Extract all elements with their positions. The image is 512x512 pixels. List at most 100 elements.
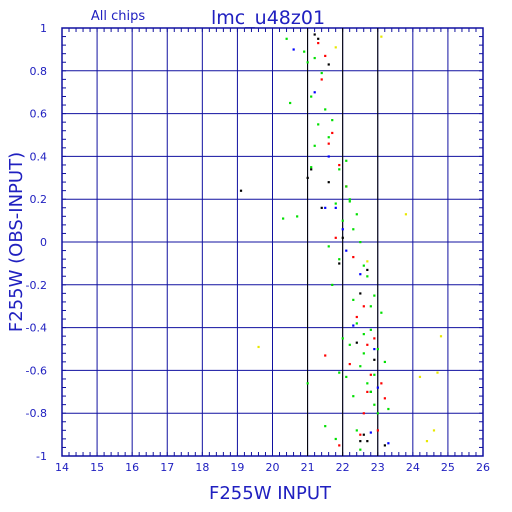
chart-subtitle: All chips xyxy=(91,9,145,24)
data-point-green xyxy=(369,390,372,393)
plot-frame xyxy=(61,27,484,457)
data-point-black xyxy=(306,176,309,179)
x-tick-label: 19 xyxy=(230,461,244,474)
data-point-green xyxy=(387,407,390,411)
data-point-blue xyxy=(334,206,337,209)
data-point-red xyxy=(338,163,341,167)
data-point-green xyxy=(383,360,386,364)
data-point-black xyxy=(366,440,369,443)
x-tick-label: 20 xyxy=(266,461,280,474)
data-point-red xyxy=(369,373,372,376)
data-point-green xyxy=(366,382,369,385)
data-point-green xyxy=(282,217,285,220)
data-point-green xyxy=(320,71,323,75)
x-tick-label: 14 xyxy=(55,461,69,474)
data-point-green xyxy=(355,213,358,216)
data-point-black xyxy=(373,358,376,361)
data-point-green xyxy=(327,245,330,248)
data-point-blue xyxy=(341,228,344,231)
data-point-black xyxy=(310,168,313,171)
data-point-green xyxy=(355,322,358,325)
data-point-red xyxy=(362,305,365,308)
y-tick-label: -0.4 xyxy=(26,322,47,335)
data-point-red xyxy=(359,433,362,436)
data-point-green xyxy=(348,200,351,203)
data-point-red xyxy=(366,390,369,393)
data-point-red xyxy=(380,382,383,385)
y-tick-label: -1 xyxy=(36,450,47,463)
data-point-yellow xyxy=(404,213,408,216)
data-point-yellow xyxy=(366,260,369,263)
data-point-green xyxy=(313,56,316,60)
data-point-black xyxy=(327,63,330,66)
data-point-green xyxy=(313,144,316,147)
x-tick-label: 18 xyxy=(195,461,209,474)
data-point-green xyxy=(331,283,334,286)
data-point-red xyxy=(324,354,327,357)
data-point-yellow xyxy=(439,335,443,338)
data-point-green xyxy=(338,258,341,261)
data-point-green xyxy=(359,365,362,368)
x-tick-label: 23 xyxy=(371,461,385,474)
data-point-yellow xyxy=(425,440,429,443)
data-point-blue xyxy=(387,442,390,445)
data-point-green xyxy=(338,168,341,171)
data-point-green xyxy=(345,159,348,162)
data-point-green xyxy=(324,425,327,428)
data-point-green xyxy=(341,219,344,222)
x-tick-label: 16 xyxy=(125,461,139,474)
chart-title: lmc_u48z01 xyxy=(211,7,325,29)
data-point-green xyxy=(285,37,288,40)
data-point-green xyxy=(327,136,330,139)
data-point-yellow xyxy=(257,345,260,349)
data-point-green xyxy=(376,348,379,351)
y-axis-title: F255W (OBS-INPUT) xyxy=(6,152,27,332)
x-tick-label: 15 xyxy=(90,461,104,474)
data-point-blue xyxy=(327,155,330,158)
data-point-red xyxy=(320,78,323,81)
data-point-yellow xyxy=(334,46,337,49)
data-point-green xyxy=(362,264,365,267)
data-point-green xyxy=(310,95,313,98)
data-point-green xyxy=(352,298,355,301)
data-point-black xyxy=(338,262,341,265)
data-point-black xyxy=(359,440,362,443)
data-point-red xyxy=(334,236,337,239)
plot-grid xyxy=(61,27,484,457)
y-tick-label: 0.6 xyxy=(30,108,48,121)
data-point-green xyxy=(324,108,327,111)
y-tick-label: 0.2 xyxy=(30,193,48,206)
data-point-blue xyxy=(359,273,362,276)
data-point-green xyxy=(341,337,344,340)
data-point-green xyxy=(306,61,309,64)
data-point-green xyxy=(306,382,309,385)
data-point-black xyxy=(383,444,386,447)
data-point-green xyxy=(362,352,365,355)
data-point-green xyxy=(331,119,334,122)
data-point-blue xyxy=(345,249,348,252)
data-point-red xyxy=(348,362,351,366)
data-point-green xyxy=(369,328,372,331)
data-point-black xyxy=(341,236,344,239)
y-tick-label: -0.2 xyxy=(26,279,47,292)
data-point-green xyxy=(296,215,299,218)
y-tick-label: 0 xyxy=(40,236,47,249)
data-point-green xyxy=(373,403,376,406)
data-point-green xyxy=(348,343,351,346)
data-point-green xyxy=(289,101,292,105)
data-point-red xyxy=(317,41,320,45)
data-point-red xyxy=(338,444,341,447)
data-point-yellow xyxy=(380,35,383,38)
y-tick-label: 1 xyxy=(40,22,47,35)
data-point-green xyxy=(348,198,351,201)
data-points xyxy=(239,33,443,451)
x-tick-label: 25 xyxy=(441,461,455,474)
data-point-green xyxy=(369,305,372,308)
data-point-green xyxy=(366,275,369,278)
data-point-green xyxy=(359,448,362,451)
data-point-blue xyxy=(324,206,327,209)
data-point-green xyxy=(352,228,355,231)
data-point-green xyxy=(317,123,320,126)
data-point-blue xyxy=(313,91,316,94)
data-point-red xyxy=(352,255,355,259)
